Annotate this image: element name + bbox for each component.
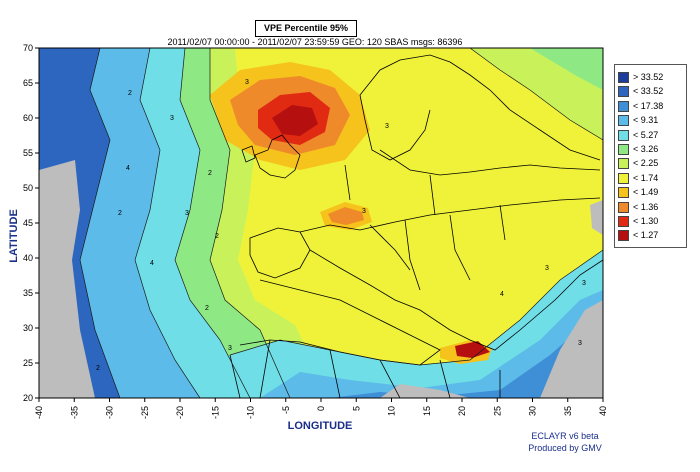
y-axis: 20 25 30 35 40 45 50 55 60 65 70 [23,43,39,403]
contour-label: 3 [362,208,366,215]
legend-item: < 1.49 [618,186,684,199]
y-tick-label: 50 [23,183,33,193]
legend-swatch [618,115,629,127]
x-tick-label: -5 [281,406,291,414]
contour-label: 3 [582,280,586,287]
y-tick-label: 60 [23,113,33,123]
x-tick-label: -10 [246,406,256,419]
contour-label: 2 [118,210,122,217]
contour-label: 3 [245,79,249,86]
y-tick-label: 70 [23,43,33,53]
contour-label: 3 [578,340,582,347]
contour-label: 3 [170,115,174,122]
x-axis: -40 -35 -30 -25 -20 -15 -10 -5 0 5 10 15 20 25 30 35 40 [34,398,608,419]
contour-label: 2 [96,365,100,372]
credit-line-1: ECLAYR v6 beta [531,431,599,441]
legend-label: > 33.52 [633,72,664,82]
contour-label: 2 [205,305,209,312]
legend-item: < 1.74 [618,172,684,185]
legend-item: > 33.52 [618,71,684,84]
credit-block: ECLAYR v6 beta Produced by GMV [520,430,610,454]
contour-label: 2 [215,233,219,240]
legend-swatch [618,230,629,242]
legend-label: < 17.38 [633,100,664,111]
contour-label: 3 [185,210,189,217]
x-tick-label: 15 [422,406,432,416]
legend-label: < 1.49 [633,187,659,198]
legend-label: < 5.27 [633,129,659,140]
x-tick-label: 25 [492,406,502,416]
x-tick-label: 40 [598,406,608,416]
contour-lines [79,48,603,398]
x-tick-label: -40 [34,406,44,419]
chart-subtitle: 2011/02/07 00:00:00 - 2011/02/07 23:59:5… [167,37,463,47]
legend-item: < 3.26 [618,143,684,156]
y-axis-label-text: LATITUDE [8,209,20,263]
legend-swatch [618,72,629,83]
legend-label: < 1.74 [633,172,659,183]
legend-label: < 1.36 [633,201,659,212]
contour-label: 3 [545,265,549,272]
legend-item: < 17.38 [618,100,684,113]
legend-label: < 2.25 [633,158,659,169]
legend-swatch [618,100,629,112]
contour-label: 4 [126,165,130,172]
legend-swatch [618,129,629,141]
credit-line-2: Produced by GMV [528,443,602,453]
contour-label: 2 [208,170,212,177]
color-legend: > 33.52 < 33.52 < 17.38 < 9.31 < 5.27 < 3.26 <… [614,64,687,248]
contour-label: 2 [128,90,132,97]
legend-item: < 1.36 [618,201,684,214]
legend-swatch [618,172,629,184]
chart-title: VPE Percentile 95% [255,20,357,37]
contour-label: 3 [385,123,389,130]
legend-swatch [618,144,629,155]
y-tick-label: 45 [23,218,33,228]
legend-swatch [618,187,629,199]
legend-label: < 9.31 [633,115,659,126]
x-tick-label: 35 [563,406,573,416]
x-tick-label: -35 [69,406,79,419]
legend-item: < 1.27 [618,229,684,242]
x-tick-label: 5 [351,406,361,411]
x-tick-label: 20 [457,406,467,416]
contour-labels: 2 2 2 4 3 3 2 2 3 2 3 3 3 3 4 3 3 4 [96,79,586,372]
legend-item: < 33.52 [618,85,684,98]
y-tick-label: 35 [23,288,33,298]
legend-item: < 2.25 [618,157,684,170]
x-tick-label: -20 [175,406,185,419]
contour-label: 4 [500,291,504,298]
legend-label: < 1.30 [633,216,659,226]
y-tick-label: 30 [23,323,33,333]
legend-label: < 33.52 [633,86,664,97]
x-tick-label: -30 [105,406,115,419]
contour-label: 4 [150,260,154,267]
legend-swatch [618,86,629,98]
y-tick-label: 65 [23,78,33,88]
x-tick-label: -25 [140,406,150,419]
heatmap-field [39,48,603,398]
y-axis-label: LATITUDE [8,209,20,263]
legend-swatch [618,201,629,213]
y-tick-label: 40 [23,253,33,263]
coastlines [229,54,603,398]
legend-item: < 9.31 [618,114,684,127]
legend-item: < 5.27 [618,129,684,142]
legend-label: < 1.27 [633,230,659,241]
x-tick-label: 0 [316,406,326,411]
x-axis-label: LONGITUDE [287,420,353,432]
legend-swatch [618,216,629,227]
y-tick-label: 20 [23,393,33,403]
legend-swatch [618,158,629,170]
legend-label: < 3.26 [633,144,659,154]
x-tick-label: 30 [528,406,538,416]
legend-item: < 1.30 [618,215,684,228]
y-tick-label: 55 [23,148,33,158]
x-tick-label: -15 [210,406,220,419]
x-tick-label: 10 [387,406,397,416]
y-tick-label: 25 [23,358,33,368]
contour-label: 3 [228,345,232,352]
